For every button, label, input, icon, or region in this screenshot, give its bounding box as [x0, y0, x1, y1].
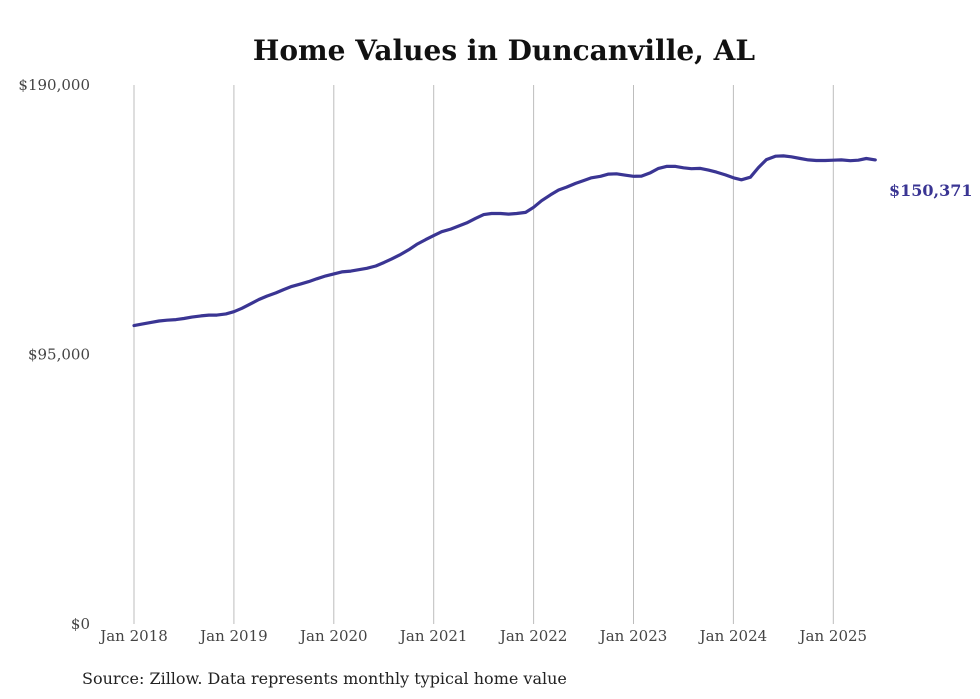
home-value-line — [132, 154, 877, 328]
source-note: Source: Zillow. Data represents monthly … — [82, 669, 567, 688]
y-tick-label: $190,000 — [18, 76, 90, 94]
y-tick-label: $0 — [71, 615, 90, 633]
latest-value-label: $150,371 — [889, 181, 973, 200]
x-tick-label: Jan 2022 — [498, 627, 568, 645]
y-tick-label: $95,000 — [28, 346, 90, 364]
x-tick-label: Jan 2019 — [198, 627, 268, 645]
x-tick-label: Jan 2018 — [98, 627, 168, 645]
x-tick-label: Jan 2025 — [798, 627, 868, 645]
y-axis-tick-labels: $0 $95,000 $190,000 — [18, 76, 90, 633]
x-tick-label: Jan 2021 — [398, 627, 468, 645]
chart-title: Home Values in Duncanville, AL — [253, 34, 755, 67]
x-axis-tick-labels: Jan 2018 Jan 2019 Jan 2020 Jan 2021 Jan 2022… — [98, 627, 867, 645]
x-tick-label: Jan 2023 — [598, 627, 668, 645]
grid-lines — [133, 85, 834, 624]
x-tick-label: Jan 2024 — [698, 627, 768, 645]
x-tick-label: Jan 2020 — [298, 627, 368, 645]
